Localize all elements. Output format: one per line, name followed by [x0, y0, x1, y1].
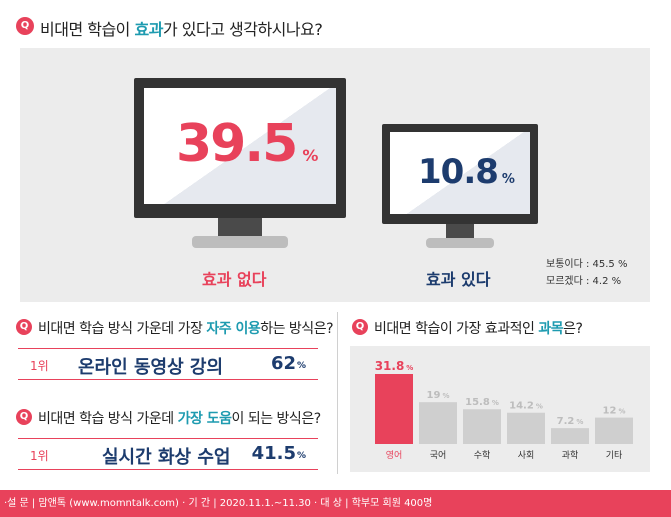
answer-3-value: 41.5: [251, 443, 296, 464]
answer-3-rank: 1위: [30, 449, 49, 463]
category-label: 국어: [430, 450, 447, 461]
bar-value-label: 7.2%: [557, 416, 584, 427]
answer-2-rank: 1위: [30, 359, 49, 373]
answer-2-unit: %: [296, 361, 306, 371]
question-4-text-end: 은?: [563, 321, 583, 337]
bar-영어: [375, 374, 413, 444]
monitor-screen: [390, 132, 530, 214]
question-icon: Q: [16, 409, 32, 425]
monitor-screen: [144, 88, 336, 204]
question-1-text: 비대면 학습이: [40, 20, 135, 39]
other-answer-normal: 보통이다 : 45.5 %: [546, 259, 628, 270]
other-answer-unknown: 모르겠다 : 4.2 %: [546, 276, 622, 287]
question-icon: Q: [16, 17, 34, 35]
question-3-text-end: 이 되는 방식은?: [231, 411, 322, 427]
monitor-base: [426, 238, 494, 248]
answer-3-method: 실시간 화상 수업: [102, 447, 231, 468]
subject-chart: 31.8% 영어 19% 국어 15.8% 수학 14.2% 사회 7.2% 과학 12% 기타: [350, 346, 650, 472]
bar-기타: [595, 417, 633, 444]
bar-value-label: 15.8%: [465, 397, 499, 408]
question-icon: Q: [352, 319, 368, 335]
subject-bar-chart: 31.8 % 영어 19 % 국어 15.8 % 수학 14.2 % 사회 7.2 % 과학 12 % 기타: [375, 359, 633, 461]
bar-value-label: 12%: [603, 406, 626, 417]
monitor-no-effect: [134, 78, 346, 250]
category-label: 과학: [562, 450, 579, 461]
section-divider: [337, 312, 338, 474]
question-1-highlight: 효과: [134, 20, 164, 39]
bar-value-label: 31.8%: [375, 359, 414, 373]
monitor-frame: [382, 124, 538, 224]
answer-2-value: 62: [270, 353, 296, 374]
bar-value-label: 14.2%: [509, 401, 543, 412]
no-effect-unit: %: [302, 146, 319, 165]
question-3-highlight: 가장 도움: [177, 411, 232, 427]
answer-3-unit: %: [296, 451, 306, 461]
question-2-title: 비대면 학습 방식 가운데 가장 자주 이용하는 방식은?: [38, 318, 333, 338]
monitor-stand: [218, 218, 262, 236]
bar-사회: [507, 412, 545, 444]
question-2-text: 비대면 학습 방식 가운데 가장: [38, 321, 207, 337]
answer-2-method: 온라인 동영상 강의: [78, 357, 224, 378]
bar-국어: [419, 402, 457, 444]
effect-value: 10.8: [418, 152, 499, 192]
question-3-text: 비대면 학습 방식 가운데: [38, 411, 178, 427]
no-effect-label: 효과 없다: [202, 270, 267, 289]
answer-2-row: 1위 온라인 동영상 강의 62 %: [18, 348, 318, 380]
effect-stat: 10.8%: [418, 152, 515, 192]
monitor-stand: [446, 224, 474, 238]
question-icon: Q: [16, 319, 32, 335]
effect-label: 효과 있다: [426, 270, 491, 289]
monitor-effect: [382, 124, 538, 250]
question-1-title: 비대면 학습이 효과가 있다고 생각하시나요?: [40, 16, 323, 40]
category-label: 기타: [606, 450, 623, 461]
no-effect-stat: 39.5%: [176, 114, 318, 174]
effect-unit: %: [501, 172, 515, 187]
question-2-highlight: 자주 이용: [206, 321, 261, 337]
monitor-base: [192, 236, 288, 248]
no-effect-value: 39.5: [176, 114, 298, 174]
monitor-frame: [134, 78, 346, 218]
category-label: 사회: [518, 450, 535, 461]
survey-footer: ·설 문 | 맘앤톡 (www.momntalk.com) · 기 간 | 20…: [0, 490, 671, 517]
category-label: 영어: [386, 450, 403, 461]
question-2-text-end: 하는 방식은?: [260, 321, 333, 337]
bar-과학: [551, 428, 589, 444]
category-label: 수학: [474, 450, 491, 461]
question-4-highlight: 과목: [538, 321, 564, 337]
question-1-text-end: 가 있다고 생각하시나요?: [162, 20, 323, 39]
question-4-title: 비대면 학습이 가장 효과적인 과목은?: [374, 318, 583, 338]
question-3-title: 비대면 학습 방식 가운데 가장 도움이 되는 방식은?: [38, 408, 321, 428]
bar-value-label: 19%: [427, 390, 450, 401]
answer-3-row: 1위 실시간 화상 수업 41.5 %: [18, 438, 318, 470]
bar-수학: [463, 409, 501, 444]
question-4-text: 비대면 학습이 가장 효과적인: [374, 321, 539, 337]
